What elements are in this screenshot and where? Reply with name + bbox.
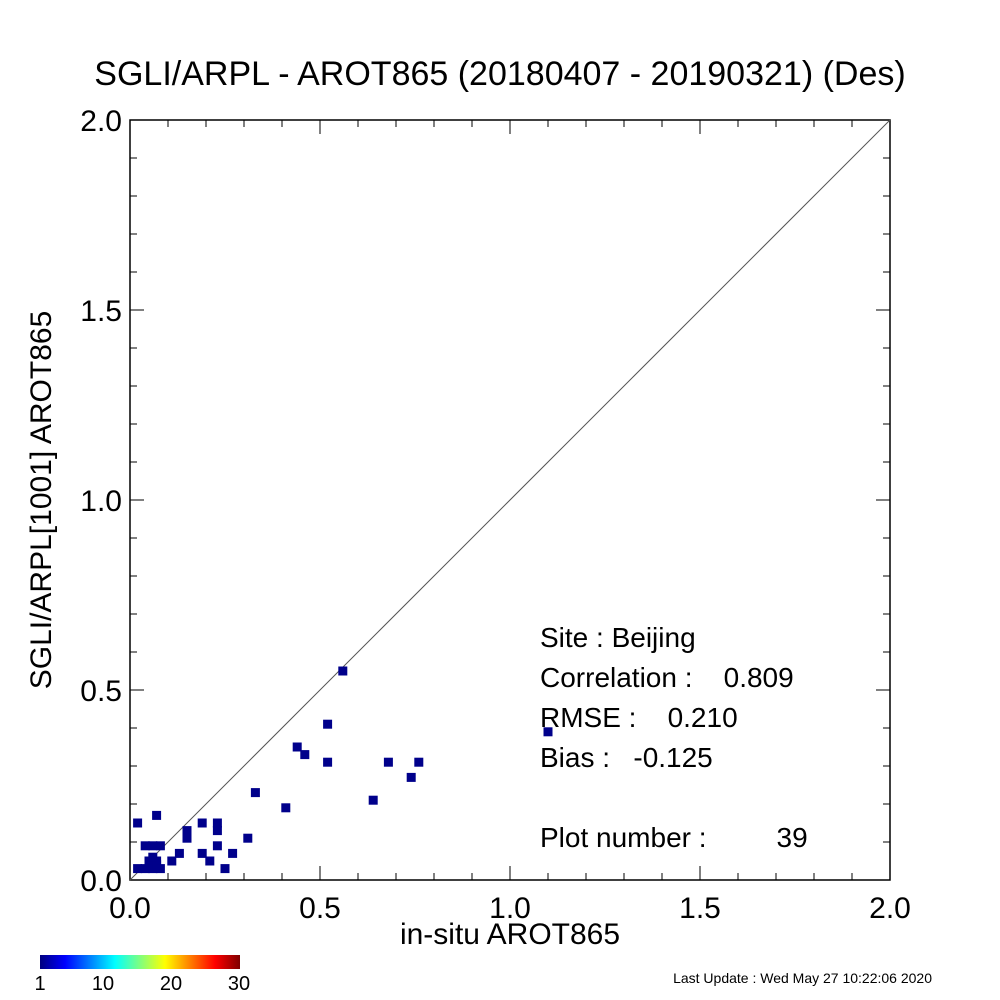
data-point xyxy=(197,848,207,858)
data-point xyxy=(368,795,378,805)
data-point xyxy=(383,757,393,767)
x-tick-label: 0.0 xyxy=(109,892,151,925)
x-axis-label: in-situ AROT865 xyxy=(399,918,621,951)
stat-correlation: Correlation : 0.809 xyxy=(540,662,794,693)
y-tick-label: 1.0 xyxy=(80,485,122,518)
data-point xyxy=(212,818,222,828)
stat-bias: Bias : -0.125 xyxy=(540,742,713,773)
data-point xyxy=(155,864,165,874)
one-to-one-line xyxy=(129,119,891,881)
data-point xyxy=(406,772,416,782)
data-point xyxy=(133,818,143,828)
data-point xyxy=(281,803,291,813)
data-point xyxy=(300,750,310,760)
data-point xyxy=(140,841,150,851)
data-point xyxy=(140,864,150,874)
data-point xyxy=(133,864,143,874)
colorbar-tick-20: 20 xyxy=(159,973,183,995)
x-tick-label: 1.0 xyxy=(489,892,531,925)
colorbar xyxy=(40,955,240,969)
y-tick-label: 0.5 xyxy=(80,675,122,708)
x-tick-label: 0.5 xyxy=(299,892,341,925)
chart-title: SGLI/ARPL - AROT865 (20180407 - 20190321… xyxy=(94,55,906,93)
x-tick-label: 1.5 xyxy=(679,892,721,925)
y-tick-label: 1.5 xyxy=(80,295,122,328)
data-point xyxy=(155,841,165,851)
data-point xyxy=(414,757,424,767)
data-point xyxy=(250,788,260,798)
y-tick-label: 0.0 xyxy=(80,865,122,898)
colorbar-tick-10: 10 xyxy=(91,973,115,995)
data-point xyxy=(243,833,253,843)
colorbar-tick-30: 30 xyxy=(227,973,251,995)
data-point xyxy=(174,848,184,858)
data-point xyxy=(182,826,192,836)
stat-site: Site : Beijing xyxy=(540,622,696,653)
data-point xyxy=(152,810,162,820)
colorbar-tick-1: 1 xyxy=(34,973,46,995)
data-point xyxy=(148,841,158,851)
data-points xyxy=(133,666,553,874)
data-point xyxy=(220,864,230,874)
tick-labels: 0.0 0.5 1.0 1.5 2.0 0.0 0.5 1.0 1.5 2.0 xyxy=(80,105,911,925)
data-point xyxy=(212,826,222,836)
data-point xyxy=(323,757,333,767)
data-point xyxy=(205,856,215,866)
y-axis-label-text: SGLI/ARPL[1001] AROT865 xyxy=(25,310,58,690)
data-point xyxy=(338,666,348,676)
data-point xyxy=(543,727,553,737)
data-point xyxy=(148,852,158,862)
last-update: Last Update : Wed May 27 10:22:06 2020 xyxy=(673,970,932,986)
data-point xyxy=(292,742,302,752)
data-point xyxy=(197,818,207,828)
stat-rmse: RMSE : 0.210 xyxy=(540,702,738,733)
y-tick-label: 2.0 xyxy=(80,105,122,138)
data-point xyxy=(323,719,333,729)
data-point xyxy=(228,848,238,858)
data-point xyxy=(182,833,192,843)
stat-plot-number: Plot number : 39 xyxy=(540,822,808,853)
x-tick-label: 2.0 xyxy=(869,892,911,925)
data-point xyxy=(212,841,222,851)
data-point xyxy=(167,856,177,866)
axis-ticks xyxy=(129,119,891,881)
